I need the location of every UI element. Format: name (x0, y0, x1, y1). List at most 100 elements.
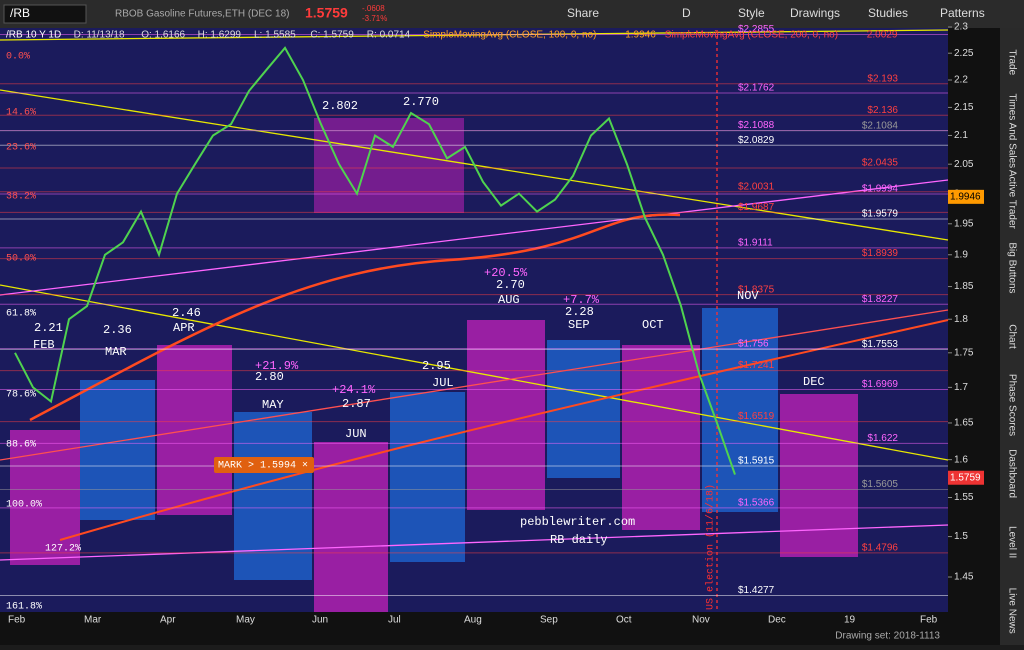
change-pct: -3.71% (362, 14, 387, 23)
annotation: +24.1% (332, 383, 376, 397)
side-tab[interactable]: Phase Scores (1006, 374, 1017, 436)
annotation: 23.6% (6, 143, 36, 154)
axes: 2.32.252.22.152.12.0521.951.91.851.81.75… (8, 22, 984, 626)
info-item: SimpleMovingAvg (CLOSE, 200, 0, no) (665, 30, 838, 41)
annotation: NOV (737, 289, 759, 303)
y-tick-label: 2.05 (954, 159, 974, 170)
sma-tag: 1.9946 (950, 191, 981, 202)
x-tick-label: Jul (388, 615, 401, 626)
y-tick-label: 2.1 (954, 130, 968, 141)
level-label: $1.9111 (738, 237, 773, 248)
side-tab[interactable]: Dashboard (1006, 449, 1017, 498)
annotation: 61.8% (6, 309, 36, 320)
annotation: DEC (803, 375, 825, 389)
annotation: JUL (432, 376, 454, 390)
annotation: 38.2% (6, 192, 36, 203)
level-label: $1.8227 (862, 294, 899, 305)
side-tab[interactable]: Active Trader (1006, 170, 1017, 230)
level-label: $2.0031 (738, 181, 775, 192)
level-label: $1.8939 (862, 248, 899, 259)
annotation: 2.21 (34, 321, 63, 335)
x-tick-label: Mar (84, 615, 102, 626)
level-label: $2.136 (867, 105, 898, 116)
annotation: RB daily (550, 533, 608, 547)
info-item: R: 0.0714 (367, 30, 411, 41)
levels: $2.2855 $2.193 $2.1762 $2.136 $2.1088 $2.1084… (0, 24, 948, 596)
info-item: C: 1.5759 (310, 30, 354, 41)
annotation: MARK > 1.5994 × (218, 461, 308, 472)
toolbar-button[interactable]: Share (567, 6, 599, 20)
level-label: $1.5366 (738, 497, 775, 508)
info-item: O: 1.6166 (141, 30, 185, 41)
y-tick-label: 1.8 (954, 314, 968, 325)
annotation: +21.9% (255, 359, 299, 373)
level-label: $2.1088 (738, 120, 775, 131)
toolbar-button[interactable]: Drawings (790, 6, 840, 20)
symbol-box[interactable] (3, 4, 87, 24)
toolbar-button[interactable]: Patterns (940, 6, 985, 20)
annotation: MAR (105, 345, 127, 359)
level-label: $1.5915 (738, 456, 775, 467)
y-tick-label: 1.7 (954, 382, 968, 393)
x-tick-label: Dec (768, 615, 786, 626)
x-tick-label: Apr (160, 615, 176, 626)
time-axis (0, 612, 1000, 645)
x-tick-label: Aug (464, 615, 482, 626)
mark-tag-bg (214, 457, 314, 473)
toolbar-button[interactable]: D (682, 6, 691, 20)
y-tick-label: 1.45 (954, 572, 974, 583)
level-label: $1.9579 (862, 209, 899, 220)
y-tick-label: 2.3 (954, 22, 968, 33)
price-plot (14, 46, 736, 475)
info-item: SimpleMovingAvg (CLOSE, 100, 0, no) (423, 30, 596, 41)
annotation: APR (173, 321, 195, 335)
annotation: pebblewriter.com (520, 515, 635, 529)
x-tick-label: Sep (540, 615, 558, 626)
info-bar: /RB 10 Y 1D D: 11/13/18 O: 1.6166 H: 1.6299… (6, 30, 898, 41)
toolbar-button[interactable]: Style (738, 6, 765, 20)
annotation: 2.70 (496, 278, 525, 292)
annotation: SEP (568, 318, 590, 332)
x-tick-label: Feb (920, 615, 938, 626)
y-tick-label: 1.85 (954, 281, 974, 292)
side-tab[interactable]: Big Buttons (1006, 242, 1017, 293)
annotation: 161.8% (6, 602, 42, 613)
level-label: $1.4796 (862, 543, 899, 554)
annotation: MAY (262, 398, 284, 412)
y-tick-label: 2.2 (954, 75, 968, 86)
level-label: $1.4277 (738, 585, 775, 596)
side-tab[interactable]: Level II (1006, 526, 1017, 558)
level-label: $2.1084 (862, 120, 899, 131)
y-tick-label: 2.15 (954, 102, 974, 113)
annotation: 2.770 (403, 95, 439, 109)
side-tab[interactable]: Times And Sales (1006, 93, 1017, 168)
level-label: $2.1762 (738, 83, 775, 94)
x-tick-label: May (236, 615, 255, 626)
annotation: 2.802 (322, 99, 358, 113)
side-tab[interactable]: Chart (1006, 324, 1017, 349)
info-item: /RB 10 Y 1D (6, 30, 61, 41)
side-panel (1000, 28, 1024, 645)
annotation: +7.7% (563, 293, 600, 307)
change: -.0608 (362, 4, 385, 13)
y-tick-label: 1.95 (954, 218, 974, 229)
price-axis (948, 28, 1000, 612)
level-label: $1.756 (738, 338, 769, 349)
annotation: AUG (498, 293, 520, 307)
footer: Drawing set: 2018-1113 (835, 631, 940, 642)
x-tick-label: Nov (692, 615, 710, 626)
annotation: 2.46 (172, 306, 201, 320)
y-tick-label: 1.75 (954, 347, 974, 358)
annotation: 100.0% (6, 500, 42, 511)
level-label: $1.7553 (862, 339, 899, 350)
info-item: 2.0029 (867, 30, 898, 41)
level-label: $2.0829 (738, 135, 775, 146)
description: RBOB Gasoline Futures,ETH (DEC 18) (115, 9, 290, 20)
toolbar-button[interactable]: Studies (868, 6, 908, 20)
annotation: 2.36 (103, 323, 132, 337)
info-item: D: 11/13/18 (74, 30, 125, 41)
side-tab[interactable]: Live News (1006, 588, 1017, 634)
side-tab[interactable]: Trade (1006, 49, 1017, 75)
x-tick-label: Feb (8, 615, 26, 626)
